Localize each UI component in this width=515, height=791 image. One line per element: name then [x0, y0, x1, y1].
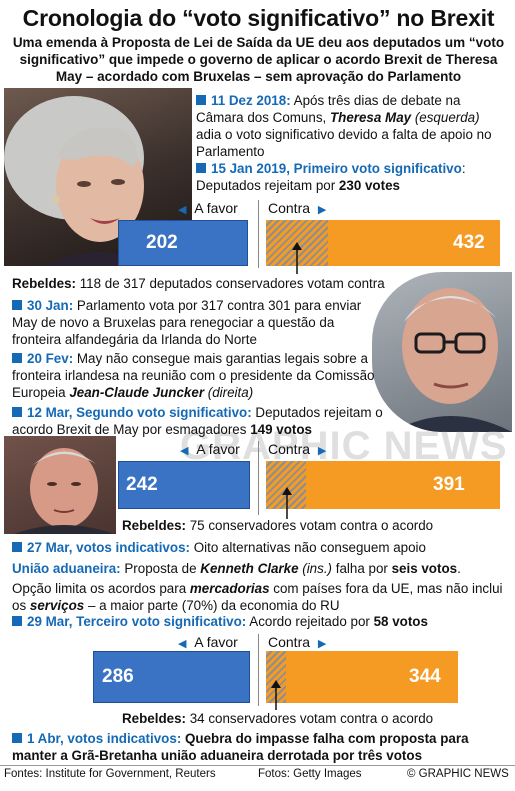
favor-label-2: ◀ A favor [180, 441, 240, 457]
event-limit: Opção limita os acordos para mercadorias… [12, 581, 503, 613]
bullet-square-icon [12, 353, 22, 363]
page-title: Cronologia do “voto significativo” no Br… [22, 5, 495, 31]
event-union: União aduaneira: Proposta de Kenneth Cla… [12, 561, 461, 576]
vote-favor-3: 286 [102, 666, 134, 687]
subtitle: Uma emenda à Proposta de Lei de Saída da… [12, 35, 505, 84]
contra-label-2: Contra ▶ [268, 441, 327, 457]
arrow-right-icon: ▶ [317, 204, 327, 216]
favor-label-3: ◀ A favor [178, 634, 238, 650]
bullet-square-icon [12, 733, 22, 743]
event-mar12: 12 Mar, Segundo voto significativo: Depu… [12, 405, 383, 437]
rebels-2: Rebeldes: 75 conservadores votam contra … [122, 518, 434, 533]
footer-credit: © GRAPHIC NEWS [407, 768, 509, 780]
event-apr1: 1 Abr, votos indicativos: Quebra do impa… [12, 731, 469, 763]
arrow-left-icon: ◀ [178, 638, 187, 650]
footer-sources: Fontes: Institute for Government, Reuter… [4, 768, 216, 780]
vote-bar-favor-2 [118, 461, 250, 509]
vote-contra-1: 432 [453, 232, 485, 253]
arrow-right-icon: ▶ [317, 638, 327, 650]
bullet-square-icon [12, 542, 22, 552]
event-jan15: 15 Jan 2019, Primeiro voto significativo… [196, 161, 466, 193]
bullet-square-icon [12, 300, 22, 310]
kenneth-clarke-photo [4, 436, 116, 534]
vote-bar-rebels-2 [266, 461, 306, 509]
vote-bar-favor-3 [93, 651, 250, 703]
vote-bar-favor-1 [118, 220, 248, 266]
arrow-left-icon: ◀ [180, 445, 189, 457]
rebels-arrow-1 [292, 242, 302, 274]
juncker-photo [372, 272, 512, 432]
vote-contra-3: 344 [409, 666, 441, 687]
bullet-square-icon [12, 407, 22, 417]
rebels-arrow-2 [282, 487, 292, 519]
event-feb20: 20 Fev: May não consegue mais garantias … [12, 351, 375, 400]
divider-1 [258, 200, 259, 268]
event-dec11: 11 Dez 2018: Após três dias de debate na… [196, 93, 492, 159]
event-mar29: 29 Mar, Terceiro voto significativo: Aco… [12, 613, 512, 630]
vote-bar-rebels-3 [266, 651, 286, 703]
divider-2 [258, 441, 259, 515]
bullet-square-icon [12, 616, 22, 626]
vote-contra-2: 391 [433, 474, 465, 495]
bullet-square-icon [196, 95, 206, 105]
vote-bar-contra-2 [306, 461, 500, 509]
favor-label-1: ◀ A favor [178, 200, 238, 216]
event-mar27: 27 Mar, votos indicativos: Oito alternat… [12, 539, 512, 556]
divider-3 [258, 634, 259, 706]
contra-label-1: Contra ▶ [268, 200, 327, 216]
footer-rule [0, 765, 515, 766]
vote-bar-contra-1 [328, 220, 500, 266]
vote-favor-1: 202 [146, 232, 178, 253]
contra-label-3: Contra ▶ [268, 634, 327, 650]
watermark: GRAPHIC NEWS [180, 424, 508, 468]
vote-favor-2: 242 [126, 474, 158, 495]
rebels-1: Rebeldes: 118 de 317 deputados conservad… [12, 276, 385, 291]
arrow-right-icon: ▶ [317, 445, 327, 457]
vote-bar-contra-3 [286, 651, 458, 703]
footer-photos: Fotos: Getty Images [258, 768, 362, 780]
rebels-3: Rebeldes: 34 conservadores votam contra … [122, 711, 434, 726]
rebels-arrow-3 [271, 680, 281, 710]
bullet-square-icon [196, 163, 206, 173]
arrow-left-icon: ◀ [178, 204, 187, 216]
event-jan30: 30 Jan: Parlamento vota por 317 contra 3… [12, 298, 362, 347]
